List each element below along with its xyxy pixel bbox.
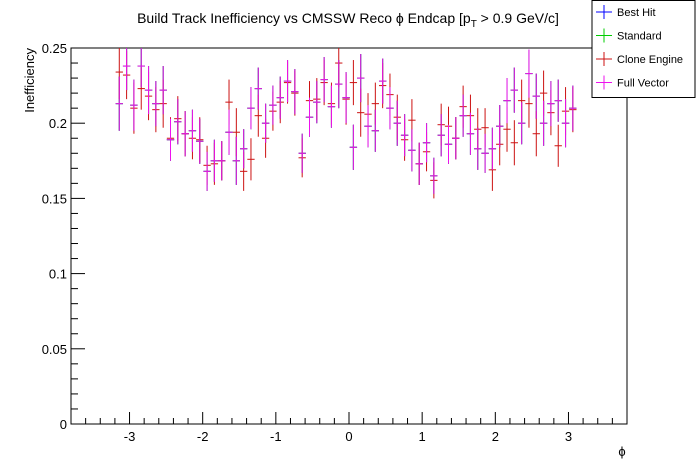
y-tick-label: 0.15 xyxy=(42,191,67,206)
chart-title-subscript: T xyxy=(471,19,477,30)
chart-title: Build Track Inefficiency vs CMSSW Reco ϕ… xyxy=(137,10,559,30)
legend: Best Hit Standard Clone Engine Full Vector xyxy=(591,0,696,98)
x-tick-label: 2 xyxy=(492,429,499,444)
y-axis-label: Inefficiency xyxy=(22,48,37,113)
x-tick-label: -3 xyxy=(124,429,136,444)
x-tick-label: 3 xyxy=(565,429,572,444)
y-tick-label: 0 xyxy=(60,417,67,432)
y-axis: 0 0.05 0.1 0.15 0.2 0.25 xyxy=(42,41,85,432)
y-tick-label: 0.1 xyxy=(49,267,67,282)
chart-title-main: Build Track Inefficiency vs CMSSW Reco ϕ… xyxy=(137,10,471,26)
legend-entry: Best Hit xyxy=(596,5,656,19)
legend-box xyxy=(591,0,696,98)
y-tick-label: 0.2 xyxy=(49,116,67,131)
x-tick-label: 1 xyxy=(419,429,426,444)
y-tick-label: 0.05 xyxy=(42,342,67,357)
legend-label: Best Hit xyxy=(617,7,656,19)
x-axis-label: ϕ xyxy=(618,444,625,459)
x-tick-label: -2 xyxy=(197,429,209,444)
legend-label: Clone Engine xyxy=(617,54,683,66)
x-tick-label: 0 xyxy=(345,429,352,444)
legend-entry: Standard xyxy=(596,28,662,43)
x-axis: -3 -2 -1 0 1 2 3 xyxy=(85,412,628,444)
legend-entry: Full Vector xyxy=(596,75,669,90)
series-full-vector xyxy=(115,48,577,194)
y-tick-label: 0.25 xyxy=(42,41,67,56)
x-tick-label: -1 xyxy=(270,429,282,444)
legend-label: Full Vector xyxy=(617,78,669,90)
legend-label: Standard xyxy=(617,31,662,43)
chart-title-tail: > 0.9 GeV/c] xyxy=(477,10,559,26)
data-series xyxy=(115,48,577,199)
legend-entry: Clone Engine xyxy=(596,52,683,66)
